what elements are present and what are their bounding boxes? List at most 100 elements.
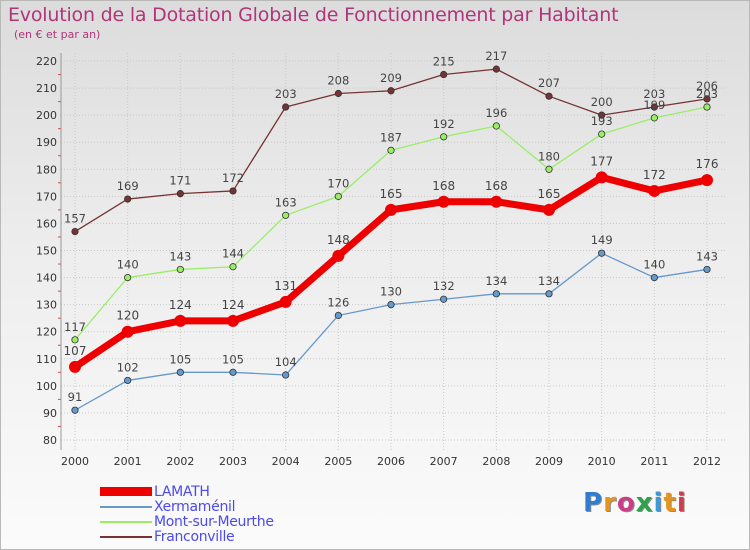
data-point — [490, 195, 503, 208]
data-label: 107 — [64, 344, 87, 358]
data-label: 165 — [538, 187, 561, 201]
data-label: 143 — [696, 249, 718, 263]
data-point — [440, 70, 448, 79]
data-point — [176, 265, 184, 274]
y-tick-label: 160 — [36, 217, 57, 230]
data-point — [229, 263, 237, 271]
data-point — [440, 295, 448, 303]
data-label: 180 — [538, 149, 560, 163]
data-label: 196 — [485, 106, 507, 120]
data-label: 104 — [275, 355, 297, 369]
data-label: 134 — [538, 274, 560, 288]
logo-letter: i — [676, 488, 687, 518]
data-point — [227, 314, 239, 327]
data-label: 144 — [222, 247, 244, 261]
legend-swatch — [100, 505, 152, 508]
data-point — [71, 336, 79, 344]
y-tick-label: 100 — [36, 380, 57, 393]
data-label: 193 — [591, 114, 613, 128]
data-point — [703, 95, 711, 103]
grid-lines — [61, 53, 727, 450]
chart-subtitle: (en € et par an) — [14, 28, 101, 41]
x-tick-label: 2000 — [61, 455, 89, 468]
data-point — [545, 290, 553, 298]
data-point — [279, 295, 292, 308]
y-tick-label: 180 — [36, 163, 57, 176]
data-label: 148 — [327, 233, 350, 247]
data-label: 206 — [696, 79, 718, 93]
x-tick-label: 2011 — [640, 455, 668, 468]
y-tick-label: 200 — [36, 109, 57, 122]
logo-letter: r — [603, 488, 617, 518]
data-label: 124 — [169, 298, 192, 312]
x-tick-label: 2012 — [693, 455, 721, 468]
legend-swatch — [100, 487, 152, 496]
data-label: 203 — [696, 87, 718, 101]
x-tick-label: 2010 — [588, 455, 616, 468]
x-tick-label: 2001 — [114, 455, 142, 468]
data-label: 168 — [432, 179, 455, 193]
data-point — [492, 290, 500, 298]
y-tick-label: 140 — [36, 272, 57, 285]
legend-entry: Mont-sur-Meurthe — [100, 513, 274, 530]
data-point — [703, 103, 711, 111]
data-point — [121, 325, 134, 338]
x-tick-label: 2005 — [324, 455, 352, 468]
y-tick-label: 110 — [36, 353, 57, 366]
legend-label: Mont-sur-Meurthe — [154, 513, 274, 530]
logo-letter: o — [616, 488, 636, 518]
data-label: 200 — [591, 95, 613, 109]
legend-label: Franconville — [154, 528, 235, 545]
data-point — [124, 273, 132, 282]
data-label: 143 — [169, 249, 191, 263]
y-tick-label: 130 — [36, 299, 57, 312]
data-point — [334, 192, 342, 200]
data-label: 117 — [64, 320, 86, 334]
x-tick-label: 2007 — [430, 455, 458, 468]
y-tick-label: 90 — [43, 407, 57, 420]
data-point — [334, 89, 342, 98]
data-label: 199 — [643, 98, 665, 112]
data-label: 165 — [380, 187, 403, 201]
data-point — [492, 65, 500, 73]
data-point — [71, 406, 79, 414]
data-point — [545, 165, 553, 173]
logo-letter: x — [635, 488, 654, 518]
proxiti-logo: Proxiti — [583, 488, 687, 518]
data-label: 215 — [433, 55, 455, 69]
data-point — [598, 111, 606, 119]
data-label: 131 — [274, 279, 297, 293]
data-point — [648, 184, 661, 197]
data-point — [387, 301, 395, 309]
data-label: 177 — [590, 154, 613, 168]
chart-legend: LAMATH Xermaménil Mont-sur-Meurthe Franconv… — [100, 484, 274, 545]
data-point — [703, 265, 711, 274]
legend-label: Xermaménil — [154, 498, 236, 515]
data-label: 102 — [117, 360, 139, 374]
y-tick-label: 120 — [36, 326, 57, 339]
data-point — [385, 203, 397, 216]
data-label: 192 — [433, 117, 455, 131]
data-point — [332, 249, 345, 262]
data-label: 140 — [643, 258, 665, 272]
logo-letter: P — [583, 488, 604, 518]
data-label: 130 — [380, 285, 402, 299]
data-label: 170 — [327, 176, 349, 190]
data-point — [650, 273, 658, 282]
data-point — [176, 190, 184, 198]
data-label: 126 — [327, 295, 349, 309]
data-label: 203 — [643, 87, 665, 101]
data-point — [650, 114, 658, 122]
data-label: 149 — [591, 233, 613, 247]
y-tick-label: 170 — [36, 190, 57, 203]
data-label: 171 — [169, 174, 191, 188]
data-point — [282, 371, 290, 379]
data-label: 163 — [275, 195, 297, 209]
legend-entry: LAMATH — [100, 484, 274, 500]
data-point — [229, 187, 237, 195]
data-label: 217 — [485, 49, 507, 63]
data-label: 132 — [433, 279, 455, 293]
data-label: 169 — [117, 179, 139, 193]
legend-swatch — [100, 520, 152, 523]
